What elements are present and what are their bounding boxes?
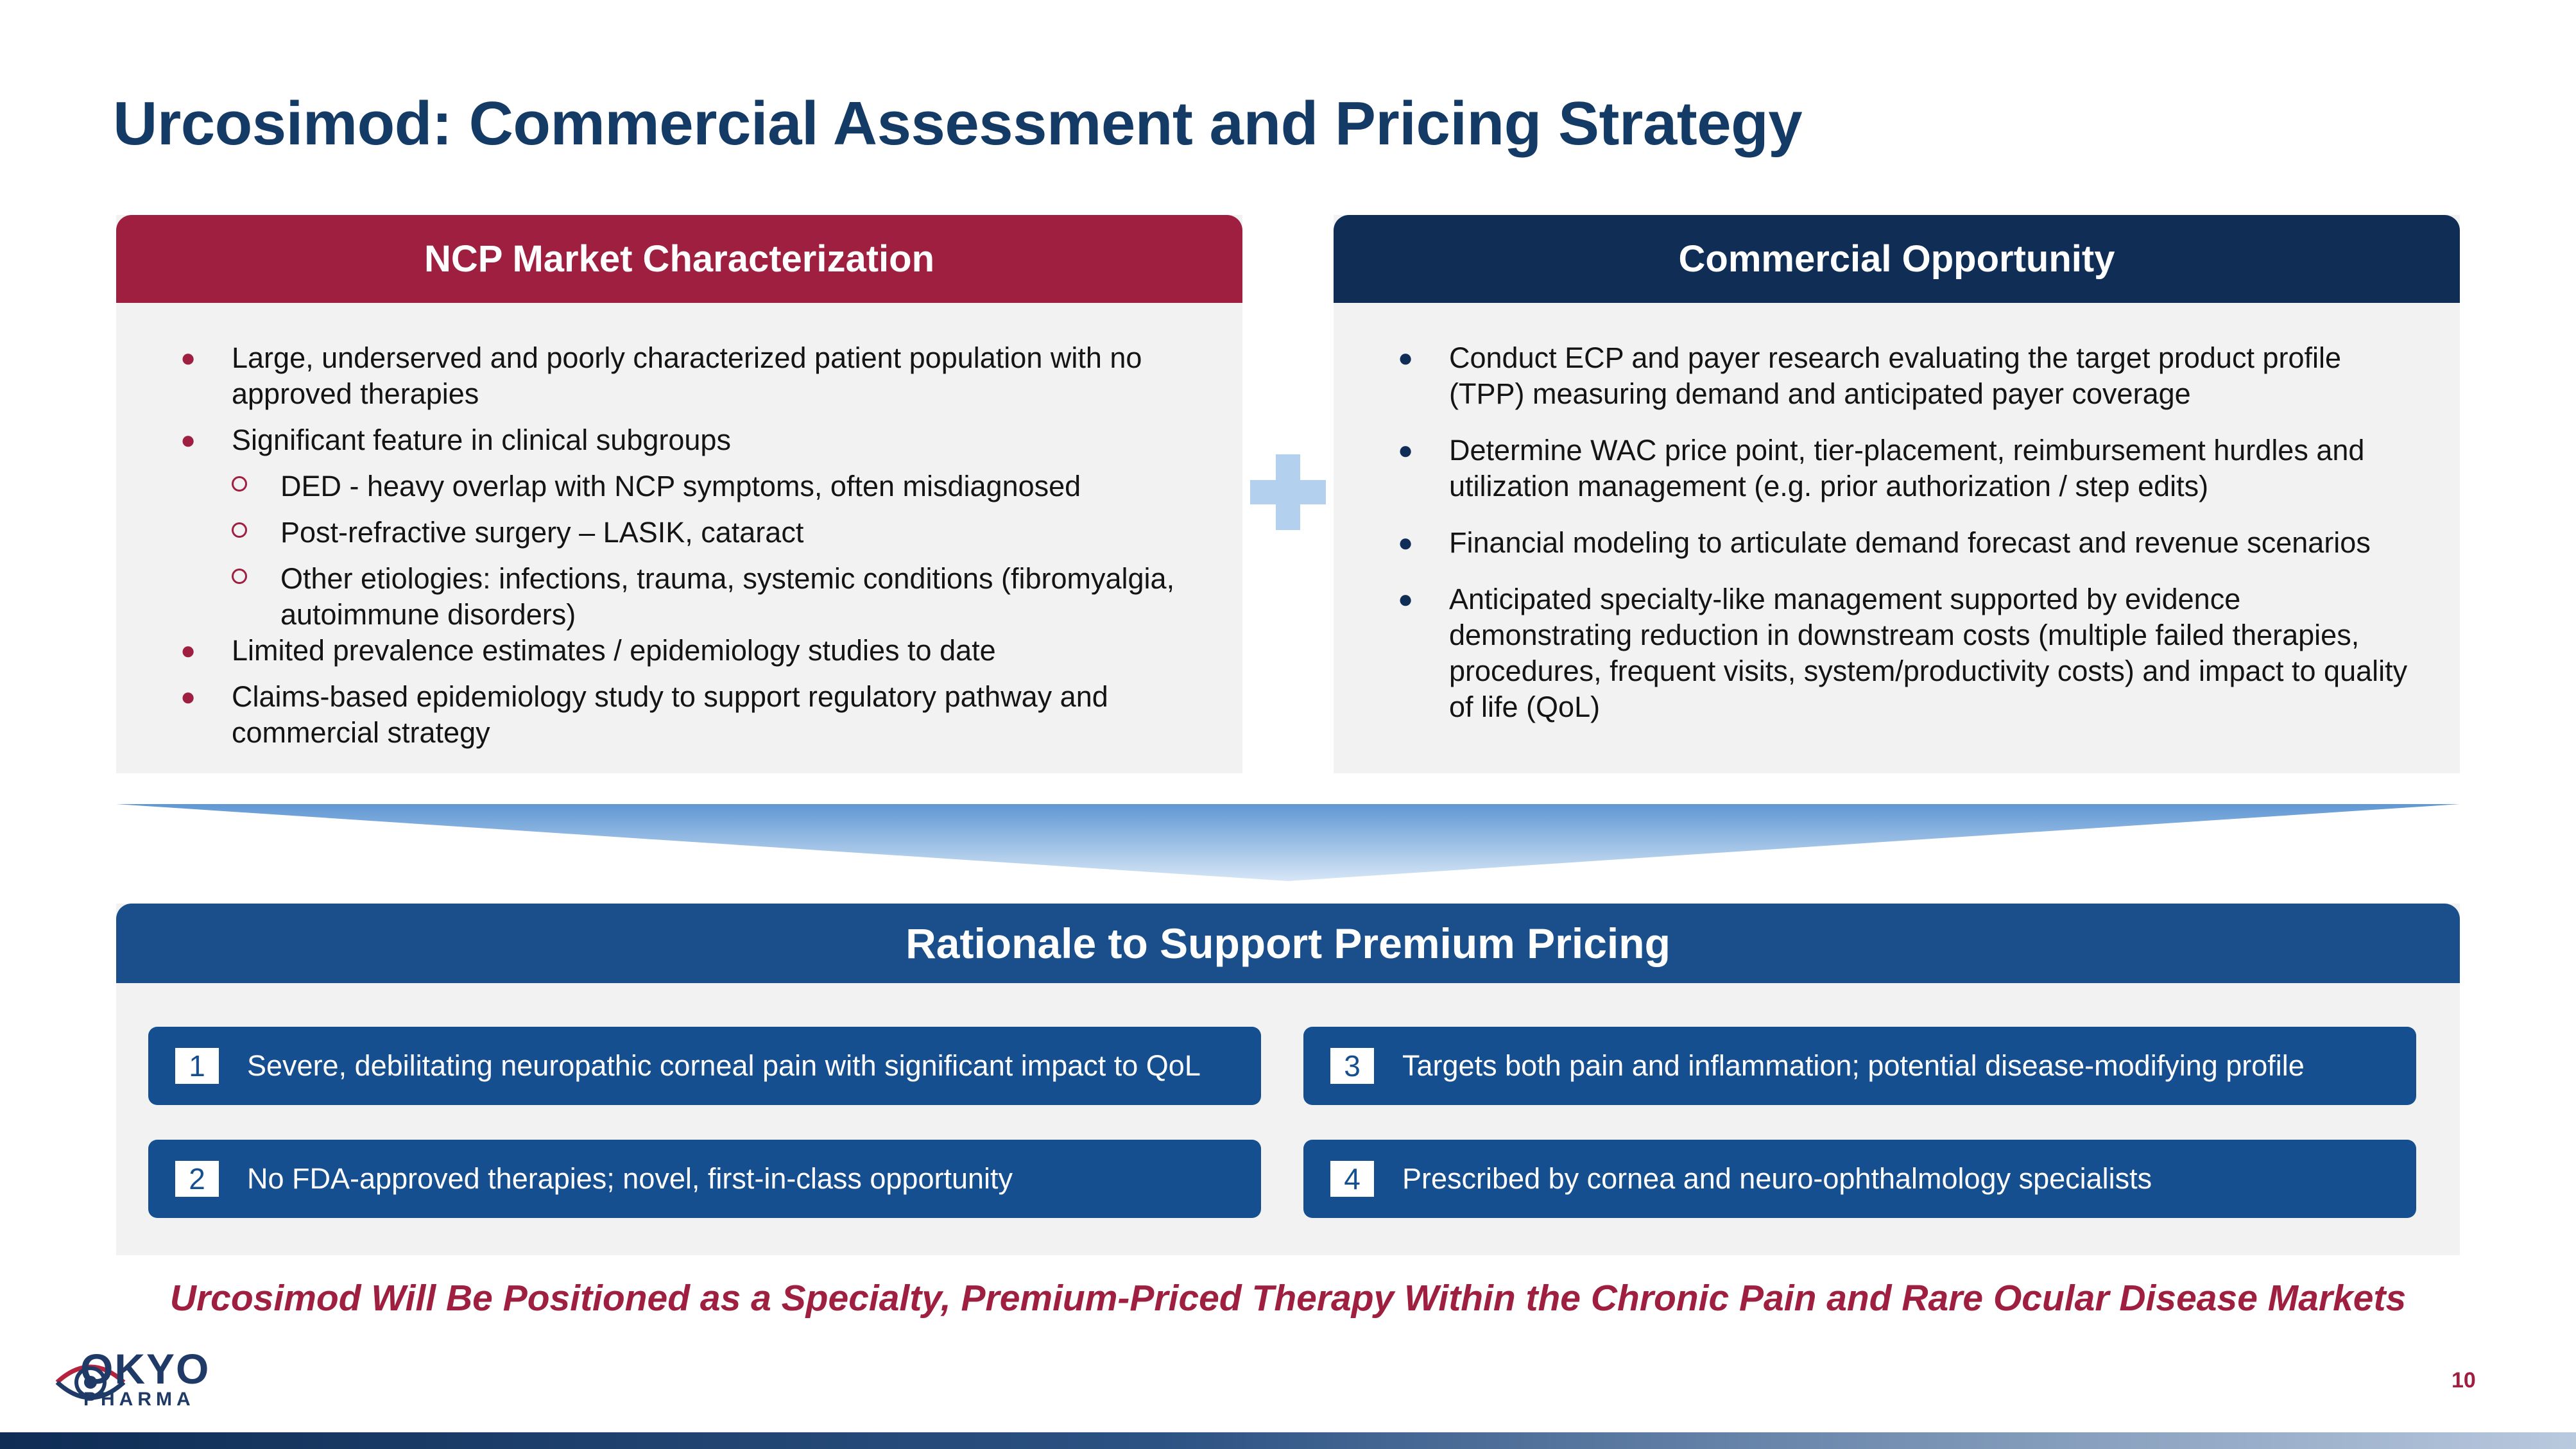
rationale-number: 3 <box>1330 1048 1374 1084</box>
ncp-market-header: NCP Market Characterization <box>116 215 1242 303</box>
bullet-dot-icon: ● <box>1398 529 1414 557</box>
footer-gradient-bar <box>0 1432 2576 1449</box>
commercial-bullet-text: Financial modeling to articulate demand … <box>1449 526 2371 559</box>
page-number: 10 <box>2451 1368 2476 1393</box>
positioning-tagline: Urcosimod Will Be Positioned as a Specia… <box>169 1278 2407 1319</box>
ncp-bullet-list: ● Large, underserved and poorly character… <box>155 340 1204 751</box>
ncp-sub-bullet-text: Other etiologies: infections, trauma, sy… <box>280 562 1175 631</box>
rationale-number: 2 <box>175 1161 219 1197</box>
bullet-dot-icon: ● <box>180 344 196 372</box>
ncp-sub-bullet-text: Post-refractive surgery – LASIK, catarac… <box>280 516 804 549</box>
ncp-bullet: ● Claims-based epidemiology study to supp… <box>155 679 1204 751</box>
rationale-item-3: 3 Targets both pain and inflammation; po… <box>1303 1027 2416 1105</box>
funnel-arrow-icon <box>116 804 2460 881</box>
ncp-sub-bullet: Other etiologies: infections, trauma, sy… <box>203 561 1204 633</box>
ncp-bullet: ● Limited prevalence estimates / epidemio… <box>155 633 1204 669</box>
plus-icon-horizontal <box>1250 480 1326 504</box>
ncp-bullet-text: Significant feature in clinical subgroup… <box>232 424 731 456</box>
logo-subtitle: PHARMA <box>83 1389 195 1410</box>
circle-bullet-icon <box>232 569 247 584</box>
rationale-panel: Rationale to Support Premium Pricing 1 S… <box>116 904 2460 1255</box>
commercial-opportunity-panel: Commercial Opportunity ● Conduct ECP and … <box>1334 215 2460 773</box>
ncp-bullet-text: Large, underserved and poorly characteri… <box>232 341 1142 410</box>
rationale-item-1: 1 Severe, debilitating neuropathic corne… <box>148 1027 1261 1105</box>
rationale-text: Targets both pain and inflammation; pote… <box>1402 1049 2305 1082</box>
ncp-bullet-text: Limited prevalence estimates / epidemiol… <box>232 634 996 667</box>
ncp-bullet: ● Significant feature in clinical subgrou… <box>155 422 1204 633</box>
commercial-bullet: ● Anticipated specialty-like management s… <box>1372 581 2421 725</box>
okyo-eye-logo-icon <box>55 1364 126 1400</box>
bullet-dot-icon: ● <box>1398 436 1414 465</box>
slide-title: Urcosimod: Commercial Assessment and Pri… <box>113 89 1803 158</box>
ncp-sub-bullet: Post-refractive surgery – LASIK, catarac… <box>203 515 1204 551</box>
rationale-text: No FDA-approved therapies; novel, first-… <box>247 1162 1013 1195</box>
ncp-bullet-text: Claims-based epidemiology study to suppo… <box>232 680 1108 749</box>
rationale-item-2: 2 No FDA-approved therapies; novel, firs… <box>148 1140 1261 1218</box>
ncp-bullet: ● Large, underserved and poorly character… <box>155 340 1204 412</box>
circle-bullet-icon <box>232 522 247 538</box>
rationale-number: 4 <box>1330 1161 1374 1197</box>
commercial-bullet-text: Determine WAC price point, tier-placemen… <box>1449 434 2365 502</box>
commercial-opportunity-body: ● Conduct ECP and payer research evaluati… <box>1334 303 2460 725</box>
rationale-number: 1 <box>175 1048 219 1084</box>
rationale-text: Prescribed by cornea and neuro-ophthalmo… <box>1402 1162 2152 1195</box>
bullet-dot-icon: ● <box>180 426 196 454</box>
commercial-bullet-text: Conduct ECP and payer research evaluatin… <box>1449 341 2342 410</box>
bullet-dot-icon: ● <box>1398 585 1414 613</box>
ncp-market-body: ● Large, underserved and poorly character… <box>116 303 1242 751</box>
commercial-bullet-list: ● Conduct ECP and payer research evaluati… <box>1372 340 2421 725</box>
rationale-text: Severe, debilitating neuropathic corneal… <box>247 1049 1201 1082</box>
rationale-item-4: 4 Prescribed by cornea and neuro-ophthal… <box>1303 1140 2416 1218</box>
plus-icon <box>1250 454 1326 530</box>
commercial-bullet: ● Determine WAC price point, tier-placeme… <box>1372 433 2421 504</box>
commercial-opportunity-header: Commercial Opportunity <box>1334 215 2460 303</box>
ncp-sub-bullet-text: DED - heavy overlap with NCP symptoms, o… <box>280 470 1081 502</box>
commercial-bullet: ● Financial modeling to articulate demand… <box>1372 525 2421 561</box>
commercial-bullet: ● Conduct ECP and payer research evaluati… <box>1372 340 2421 412</box>
logo-wordmark: OKYO <box>80 1345 210 1393</box>
bullet-dot-icon: ● <box>1398 344 1414 372</box>
ncp-sub-list: DED - heavy overlap with NCP symptoms, o… <box>203 468 1204 633</box>
ncp-sub-bullet: DED - heavy overlap with NCP symptoms, o… <box>203 468 1204 504</box>
commercial-bullet-text: Anticipated specialty-like management su… <box>1449 583 2408 723</box>
bullet-dot-icon: ● <box>180 637 196 665</box>
bullet-dot-icon: ● <box>180 683 196 711</box>
circle-bullet-icon <box>232 476 247 492</box>
ncp-market-panel: NCP Market Characterization ● Large, unde… <box>116 215 1242 773</box>
rationale-header: Rationale to Support Premium Pricing <box>116 904 2460 983</box>
